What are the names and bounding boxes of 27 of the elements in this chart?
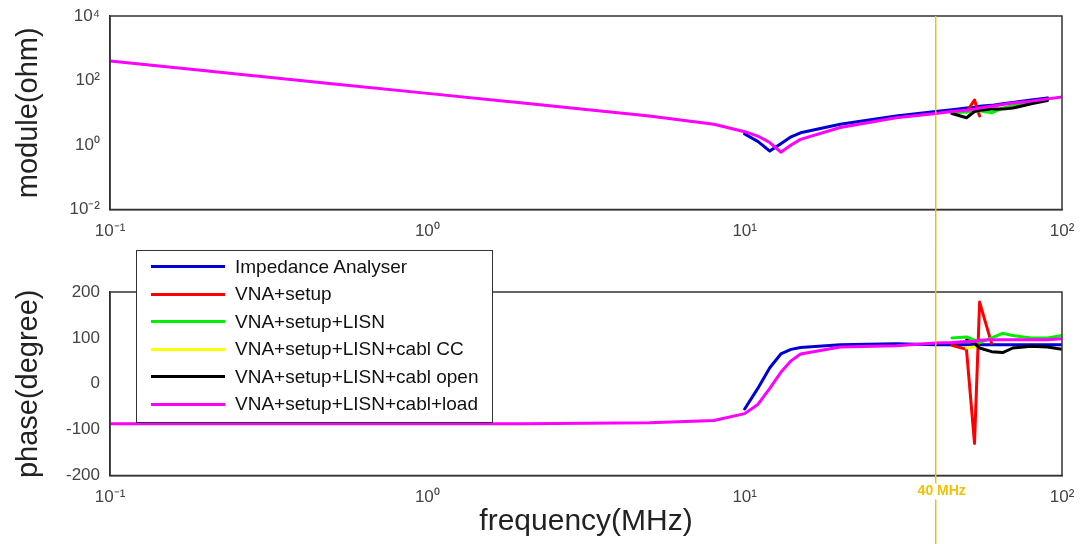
- legend-label: VNA+setup+LISN: [235, 310, 385, 333]
- x-tick-label: 10⁻¹: [94, 221, 126, 241]
- x-tick-label: 10²: [1049, 487, 1075, 507]
- legend-label: VNA+setup: [235, 283, 332, 306]
- y-tick-label: 0: [90, 373, 100, 393]
- y-tick-label: -100: [65, 419, 100, 439]
- x-tick-label: 10⁰: [414, 487, 440, 507]
- y-tick-label: 200: [71, 281, 100, 301]
- x-tick-label: 10²: [1049, 221, 1075, 241]
- x-tick-label: 10¹: [732, 487, 758, 507]
- y-tick-label: 10⁰: [75, 134, 100, 154]
- y-tick-label: 10²: [75, 70, 101, 90]
- legend-label: VNA+setup+LISN+cabl open: [235, 365, 479, 388]
- legend-label: VNA+setup+LISN+cabl CC: [235, 338, 464, 361]
- y-tick-label: 10⁴: [73, 5, 100, 25]
- y-tick-label: -200: [65, 465, 100, 485]
- legend-label: Impedance Analyser: [235, 255, 408, 278]
- x-tick-label: 10⁻¹: [94, 487, 126, 507]
- legend-label: VNA+setup+LISN+cabl+load: [235, 393, 478, 416]
- y-tick-label: 10⁻²: [69, 199, 101, 219]
- x-tick-label: 10⁰: [414, 221, 440, 241]
- y-axis-title: module(ohm): [11, 27, 44, 199]
- x-axis-title: frequency(MHz): [479, 503, 693, 537]
- x-tick-label: 10¹: [732, 221, 758, 241]
- ref-line-label: 40 MHz: [917, 482, 966, 499]
- y-axis-title: phase(degree): [11, 289, 44, 479]
- y-tick-label: 100: [71, 327, 100, 347]
